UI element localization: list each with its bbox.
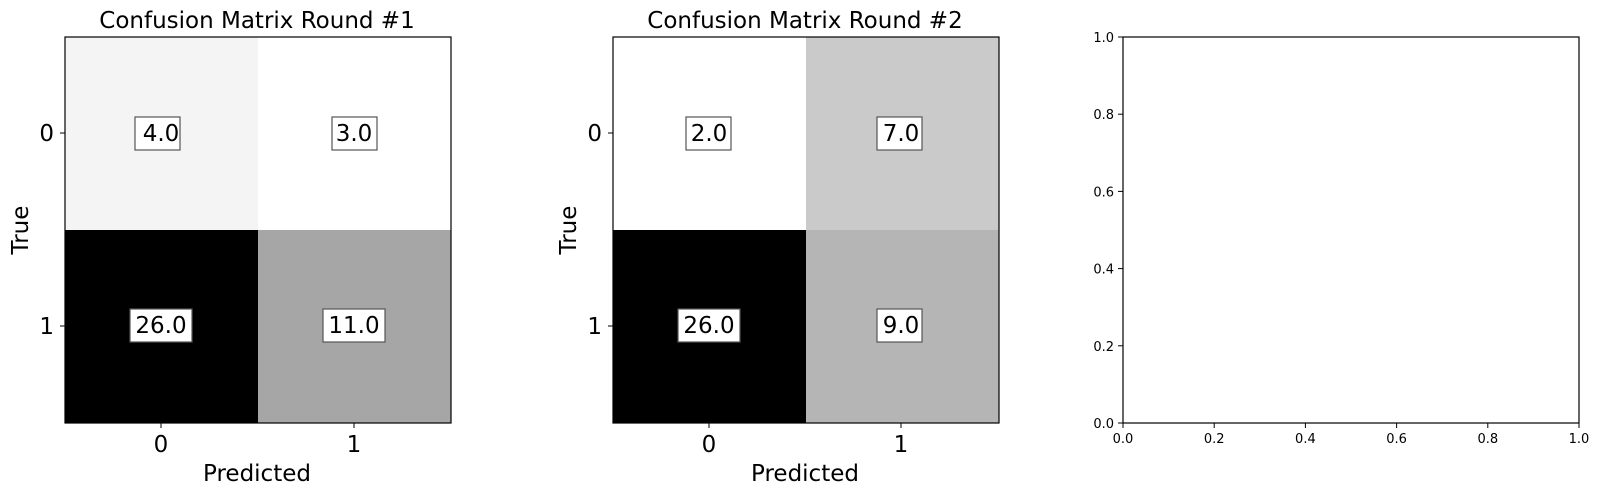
x-axis-label: Predicted [751, 461, 859, 487]
heatmap-cells [613, 37, 999, 423]
y-tick-label: 0.2 [1093, 340, 1114, 355]
y-tick-label: 0.0 [1093, 417, 1114, 432]
cell-label: 4.0 [134, 116, 181, 151]
x-axis: 0.0 0.2 0.4 0.6 0.8 1.0 [1113, 423, 1590, 447]
svg-text:2.0: 2.0 [691, 121, 728, 147]
y-tick-label: 1 [587, 314, 602, 340]
plot-frame [612, 36, 1000, 424]
cell-label: 7.0 [876, 116, 923, 151]
y-tick-label: 1 [39, 314, 54, 340]
svg-text:9.0: 9.0 [883, 313, 920, 339]
cell-label: 26.0 [129, 308, 193, 343]
x-tick-label: 0 [154, 432, 169, 458]
cell-label: 9.0 [876, 308, 923, 343]
cell-label: 11.0 [322, 308, 386, 343]
y-tick-label: 0 [39, 121, 54, 147]
cell-label: 26.0 [677, 308, 741, 343]
x-tick-label: 0.2 [1204, 432, 1225, 447]
confusion-matrix-round-1: Confusion Matrix Round #1 4.0 3.0 26.0 1… [8, 8, 452, 487]
x-tick-label: 1.0 [1569, 432, 1590, 447]
y-tick-label: 0.8 [1093, 108, 1114, 123]
cell-label: 3.0 [331, 116, 378, 151]
y-tick-label: 1.0 [1093, 31, 1114, 46]
y-axis: 0.0 0.2 0.4 0.6 0.8 1.0 [1093, 31, 1123, 432]
y-tick-label: 0.4 [1093, 263, 1114, 278]
svg-text:3.0: 3.0 [336, 121, 373, 147]
confusion-matrix-round-2: Confusion Matrix Round #2 2.0 7.0 26.0 9… [556, 8, 1000, 487]
x-axis-label: Predicted [203, 461, 311, 487]
plot-frame [64, 36, 452, 424]
x-tick-label: 1 [894, 432, 909, 458]
x-tick-label: 0.0 [1113, 432, 1134, 447]
svg-text:11.0: 11.0 [328, 313, 379, 339]
plot-frame [1122, 36, 1580, 424]
empty-axes: 0.0 0.2 0.4 0.6 0.8 1.0 0.0 0.2 0.4 0.6 … [1093, 31, 1589, 447]
chart-title: Confusion Matrix Round #1 [99, 8, 414, 34]
chart-title: Confusion Matrix Round #2 [647, 8, 962, 34]
svg-text:26.0: 26.0 [135, 313, 186, 339]
y-tick-label: 0 [587, 121, 602, 147]
x-tick-label: 0.6 [1386, 432, 1407, 447]
y-axis-label: True [8, 206, 34, 256]
heatmap-cells [65, 37, 451, 423]
x-tick-label: 1 [347, 432, 362, 458]
svg-text:26.0: 26.0 [683, 313, 734, 339]
cell-label: 2.0 [685, 116, 732, 151]
y-tick-label: 0.6 [1093, 185, 1114, 200]
x-tick-label: 0.4 [1295, 432, 1316, 447]
x-tick-label: 0 [702, 432, 717, 458]
svg-text:7.0: 7.0 [883, 121, 920, 147]
y-axis-label: True [556, 206, 582, 256]
svg-text:4.0: 4.0 [143, 121, 180, 147]
x-tick-label: 0.8 [1477, 432, 1498, 447]
